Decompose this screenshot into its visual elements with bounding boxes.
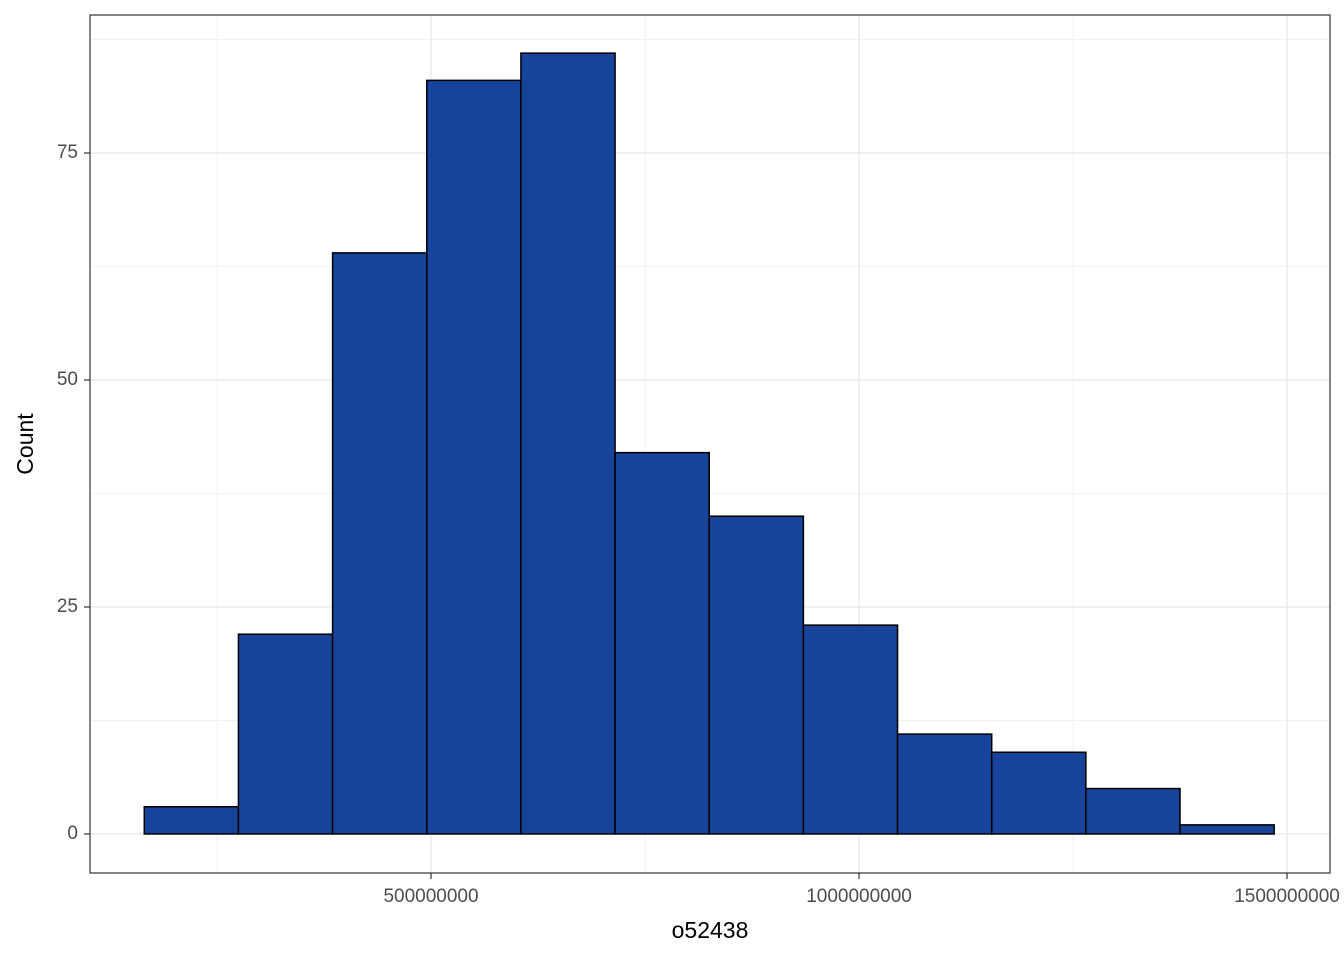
bar	[708, 515, 805, 835]
y-tick-label: 0	[67, 823, 78, 844]
y-tick-label: 25	[57, 596, 78, 617]
bar	[1085, 787, 1181, 835]
y-tick-label: 50	[57, 369, 78, 390]
x-tick-label: 1000000000	[806, 886, 912, 907]
bar	[614, 451, 710, 835]
y-axis-title: Count	[12, 413, 38, 475]
y-tick-label: 75	[57, 142, 78, 163]
bar	[331, 252, 428, 835]
bar	[1179, 824, 1275, 835]
x-tick-label: 500000000	[383, 886, 478, 907]
bar	[896, 733, 993, 835]
bar	[237, 633, 334, 835]
bar	[990, 751, 1087, 835]
x-tick-label: 1500000000	[1234, 886, 1340, 907]
x-axis-title: o52438	[672, 917, 749, 943]
bar	[143, 805, 240, 835]
bar	[425, 79, 522, 835]
bar	[520, 52, 616, 835]
bar	[802, 624, 899, 835]
panel-border	[89, 14, 1331, 874]
